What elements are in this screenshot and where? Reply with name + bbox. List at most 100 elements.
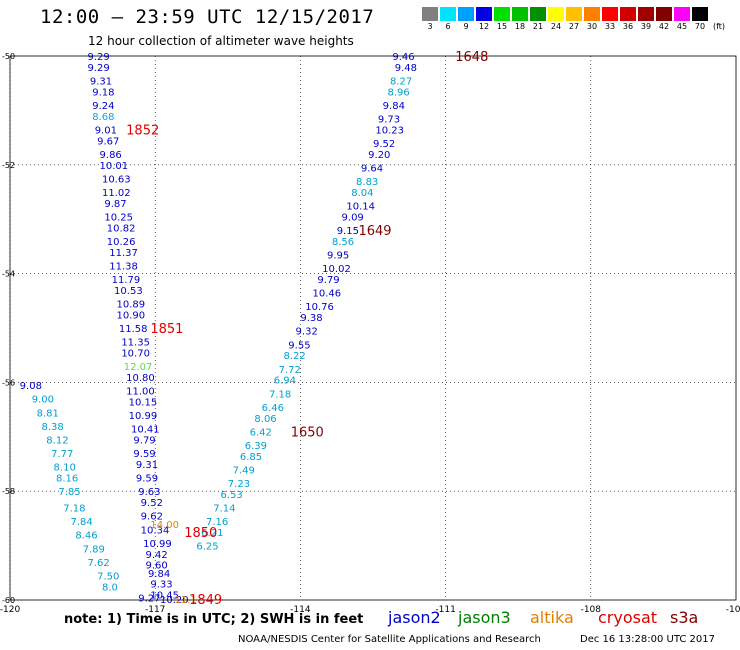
swh-point-label: 9.95	[327, 251, 349, 262]
swh-point-label: 12.07	[124, 362, 153, 373]
footer-timestamp: Dec 16 13:28:00 UTC 2017	[580, 634, 715, 645]
swh-point-label: 10.01	[100, 161, 129, 172]
x-tick-label: -108	[581, 605, 602, 615]
swh-point-label: 9.31	[136, 460, 158, 471]
colorbar-swatch	[511, 6, 529, 22]
swh-point-label: 11.02	[102, 188, 131, 199]
swh-point-label: 7.16	[206, 517, 228, 528]
swh-point-label: 8.96	[388, 87, 410, 98]
swh-point-label: 9.29	[87, 52, 109, 63]
track-time-label: 1852	[126, 123, 159, 138]
swh-point-label: 10.15	[129, 397, 158, 408]
track-time-label: 1649	[358, 224, 391, 239]
swh-point-label: 7.23	[228, 479, 250, 490]
swh-point-label: 8.22	[283, 351, 305, 362]
swh-point-label: 7.49	[233, 465, 255, 476]
swh-point-label: 8.81	[37, 408, 59, 419]
swh-point-label: 9.86	[100, 150, 122, 161]
track-time-label: 1648	[455, 50, 488, 65]
swh-point-label: 10.63	[102, 174, 131, 185]
colorbar-swatch	[547, 6, 565, 22]
swh-point-label: 11.35	[121, 338, 150, 349]
swh-point-label: 8.04	[351, 188, 373, 199]
y-tick-label: -58	[2, 487, 15, 496]
swh-point-label: 10.82	[107, 223, 136, 234]
swh-point-label: 6.85	[240, 452, 262, 463]
colorbar-swatch	[691, 6, 709, 22]
swh-point-label: 8.12	[46, 436, 68, 447]
swh-point-label: 9.73	[378, 115, 400, 126]
swh-point-label: 7.72	[279, 365, 301, 376]
legend-item-jason2: jason2	[388, 608, 441, 627]
colorbar-swatch	[475, 6, 493, 22]
swh-point-label: 9.38	[300, 313, 322, 324]
swh-point-label: 9.52	[141, 498, 163, 509]
chart-title: 12:00 — 23:59 UTC 12/15/2017	[40, 6, 375, 28]
y-tick-label: -54	[2, 270, 15, 279]
swh-point-label: 9.67	[97, 136, 119, 147]
swh-point-label: 8.06	[254, 414, 276, 425]
y-tick-label: -50	[2, 52, 15, 61]
swh-point-label: 6.53	[221, 490, 243, 501]
swh-point-label: 9.20	[368, 150, 390, 161]
legend-item-altika: altika	[530, 608, 574, 627]
y-tick-label: -60	[2, 596, 15, 605]
swh-point-label: 7.14	[213, 504, 235, 515]
swh-point-label: 9.09	[342, 212, 364, 223]
swh-point-label: 9.63	[138, 487, 160, 498]
swh-point-label: 9.84	[148, 569, 170, 580]
swh-point-label: 7.18	[269, 389, 291, 400]
swh-point-label: 8.10	[54, 463, 76, 474]
swh-point-label: 9.84	[383, 101, 405, 112]
swh-point-label: 9.59	[136, 474, 158, 485]
swh-point-label: 11.00	[126, 387, 155, 398]
note-text: note: 1) Time is in UTC; 2) SWH is in fe…	[64, 612, 364, 627]
colorbar-swatch	[439, 6, 457, 22]
swh-point-label: 9.52	[373, 139, 395, 150]
colorbar-swatch	[529, 6, 547, 22]
swh-point-label: 7.84	[71, 517, 93, 528]
colorbar-swatch	[601, 6, 619, 22]
swh-point-label: 9.79	[317, 275, 339, 286]
colorbar-swatch	[583, 6, 601, 22]
track-time-label: 1849	[189, 593, 222, 608]
swh-point-label: 10.20	[160, 595, 189, 606]
swh-point-label: 9.79	[133, 436, 155, 447]
colorbar-label: 36	[622, 22, 634, 31]
swh-point-label: 10.53	[114, 286, 143, 297]
swh-point-label: 9.24	[92, 101, 114, 112]
colorbar-swatch	[673, 6, 691, 22]
swh-point-label: 10.02	[322, 264, 351, 275]
swh-point-label: 9.32	[296, 327, 318, 338]
track-time-label: 1650	[291, 425, 324, 440]
track-time-label: 1851	[150, 322, 183, 337]
swh-point-label: 7.18	[63, 504, 85, 515]
swh-point-label: 8.16	[56, 474, 78, 485]
colorbar-swatch	[565, 6, 583, 22]
swh-point-label: 10.41	[131, 425, 160, 436]
colorbar-label: 24	[550, 22, 562, 31]
legend-item-jason3: jason3	[458, 608, 511, 627]
swh-point-label: 9.62	[141, 512, 163, 523]
x-tick-label: -105	[726, 605, 740, 615]
colorbar-label: 33	[604, 22, 616, 31]
chart-subtitle: 12 hour collection of altimeter wave hei…	[88, 34, 354, 48]
x-tick-label: -120	[0, 605, 20, 615]
swh-point-label: 6.94	[274, 376, 296, 387]
swh-point-label: 9.00	[32, 395, 54, 406]
swh-point-label: 7.85	[58, 487, 80, 498]
colorbar-swatch	[457, 6, 475, 22]
swh-point-label: 7.62	[87, 558, 109, 569]
swh-point-label: 9.27	[138, 593, 160, 604]
swh-point-label: 10.80	[126, 373, 155, 384]
swh-point-label: 9.29	[87, 63, 109, 74]
swh-point-label: 6.42	[250, 427, 272, 438]
swh-point-label: 10.34	[141, 525, 170, 536]
colorbar-label: 42	[658, 22, 670, 31]
colorbar-swatch	[619, 6, 637, 22]
colorbar-label: 45	[676, 22, 688, 31]
swh-point-label: 11.79	[112, 275, 141, 286]
swh-point-label: 10.90	[116, 310, 145, 321]
colorbar-labels: 3 6 9 12 15 18 21 24 27 30 33 36 39 42 45 70	[421, 22, 709, 31]
swh-point-label: 9.08	[20, 381, 42, 392]
